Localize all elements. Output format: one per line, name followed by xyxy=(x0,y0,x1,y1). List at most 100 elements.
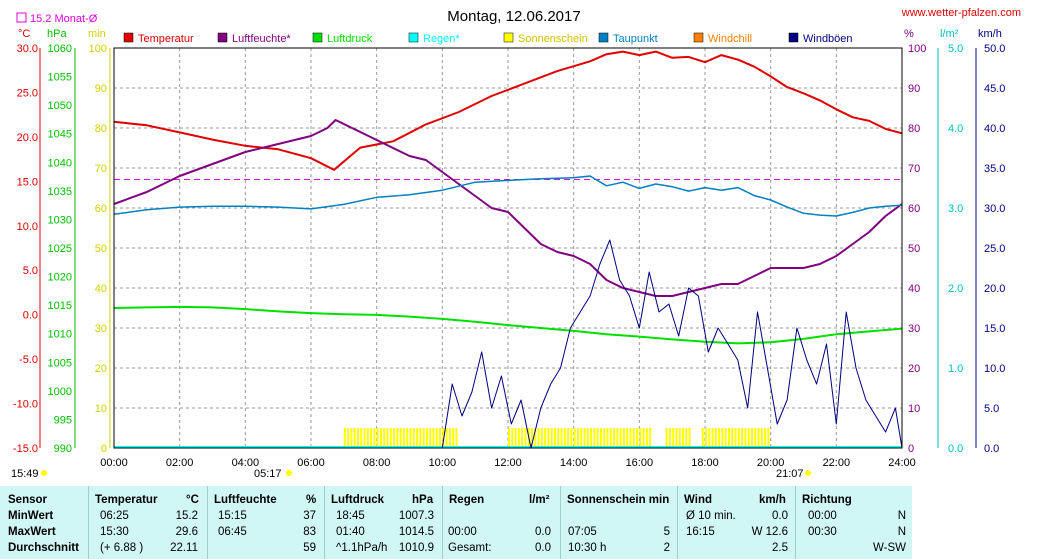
month-avg-marker-icon xyxy=(16,12,27,23)
website-label: www.wetter-pfalzen.com xyxy=(901,7,1021,19)
temp-tick-label: 20.0 xyxy=(17,132,38,144)
sunshine-bar xyxy=(586,428,589,448)
wind-tick-label: 50.0 xyxy=(984,43,1005,55)
sunshine-bar xyxy=(540,428,543,448)
sunshine-bar xyxy=(734,428,737,448)
sunshine-bar xyxy=(350,428,353,448)
sunshine-bar xyxy=(422,428,425,448)
stat-dir-time: 00:30 xyxy=(808,526,837,538)
sunshine-bar xyxy=(603,428,606,448)
sunshine-bar xyxy=(508,428,510,448)
sunshine-bar xyxy=(632,428,635,448)
sunshine-bar xyxy=(606,428,609,448)
series-line-temperatur xyxy=(113,50,903,171)
sunset-time: 21:07 xyxy=(776,468,804,480)
sunshine-bar xyxy=(622,428,625,448)
stat-hum-time: 15:15 xyxy=(218,510,247,522)
header-wind: Wind xyxy=(684,494,712,506)
sunshine-bar xyxy=(393,428,396,448)
percent-tick-label: 80 xyxy=(908,123,920,135)
sunshine-bar xyxy=(583,428,586,448)
sunshine-bar xyxy=(416,428,419,448)
legend-swatch xyxy=(598,32,609,43)
chart-background xyxy=(0,0,1058,486)
percent-tick-label: 70 xyxy=(908,163,920,175)
unit-percent: % xyxy=(904,28,914,40)
stat-wind-val: 2.5 xyxy=(772,542,788,554)
stat-wind-time: 16:15 xyxy=(686,526,715,538)
header-hum-unit: % xyxy=(306,494,317,506)
sunshine-bar xyxy=(619,428,622,448)
sunshine-bar xyxy=(452,428,455,448)
wind-tick-label: 15.0 xyxy=(984,323,1005,335)
sunshine-bar xyxy=(356,428,359,448)
pressure-tick-label: 1055 xyxy=(48,72,72,84)
temp-tick-label: 0.0 xyxy=(23,310,38,322)
sunshine-bar xyxy=(429,428,432,448)
temp-tick-label: 25.0 xyxy=(17,87,38,99)
rain-tick-label: 3.0 xyxy=(948,203,963,215)
sunshine-bar xyxy=(406,428,409,448)
unit-pressure: hPa xyxy=(47,28,67,40)
axes: 30.0 25.0 20.0 15.0 10.0 5.0 0.0 -5.0 -10.0 -15.0… xyxy=(13,43,1006,469)
pressure-tick-label: 1045 xyxy=(48,129,72,141)
wind-tick-label: 20.0 xyxy=(984,283,1005,295)
sunshine-bar xyxy=(366,428,369,448)
sunshine-bar xyxy=(343,428,346,448)
sunshine-bar xyxy=(517,428,520,448)
legend-swatch xyxy=(693,32,704,43)
sunshine-bar xyxy=(550,428,553,448)
sunshine-bar xyxy=(534,428,537,448)
legend-label: Windchill xyxy=(708,33,752,45)
sunshine-bar xyxy=(514,428,517,448)
sunshine-bar xyxy=(590,428,593,448)
stat-sun-time: 07:05 xyxy=(568,526,597,538)
stat-hum-val: 83 xyxy=(303,526,316,538)
sunshine-bar xyxy=(718,428,721,448)
sunshine-bar xyxy=(402,428,405,448)
temp-tick-label: 5.0 xyxy=(23,265,38,277)
sunshine-bar xyxy=(727,428,730,448)
x-tick-label: 18:00 xyxy=(691,457,719,469)
sunshine-bar xyxy=(609,428,612,448)
sunshine-bar xyxy=(767,428,770,448)
sunshine-bar xyxy=(626,428,629,448)
sunshine-bar xyxy=(347,428,350,448)
pressure-tick-label: 1060 xyxy=(48,43,72,55)
series-line-luftfeuchte xyxy=(113,119,903,297)
minutes-tick-label: 40 xyxy=(95,283,107,295)
wind-tick-label: 10.0 xyxy=(984,363,1005,375)
pressure-tick-label: 1005 xyxy=(48,357,72,369)
column-divider xyxy=(795,486,796,559)
sunshine-bar xyxy=(764,428,767,448)
sunshine-bar xyxy=(649,428,652,448)
temp-tick-label: -15.0 xyxy=(13,443,38,455)
sunshine-bar xyxy=(682,428,685,448)
stat-press-val: 1014.5 xyxy=(398,526,434,538)
stat-wind-time: Ø 10 min. xyxy=(686,510,736,522)
dawn-time: 15:49 xyxy=(11,468,39,480)
stat-label: MaxWert xyxy=(8,526,56,538)
sunrise-time: 05:17 xyxy=(254,468,282,480)
pressure-tick-label: 1050 xyxy=(48,100,72,112)
weather-chart: Montag, 12.06.2017 www.wetter-pfalzen.co… xyxy=(0,0,1058,486)
percent-tick-label: 50 xyxy=(908,243,920,255)
rain-tick-label: 0.0 xyxy=(948,443,963,455)
legend-swatch xyxy=(503,32,514,43)
sunshine-bar xyxy=(544,428,547,448)
x-tick-label: 08:00 xyxy=(363,457,391,469)
sunshine-bar xyxy=(363,428,366,448)
stat-rain-val: 0.0 xyxy=(535,526,551,538)
stat-temp-val: 22.11 xyxy=(170,542,198,554)
minutes-tick-label: 90 xyxy=(95,83,107,95)
sunshine-bar xyxy=(563,428,566,448)
legend-swatch xyxy=(217,32,228,43)
legend-label: Windböen xyxy=(803,33,853,45)
sunrise-sun-icon xyxy=(286,470,292,476)
sunshine-bar xyxy=(724,428,727,448)
sunshine-bar xyxy=(521,428,524,448)
sunshine-bar xyxy=(373,428,376,448)
sunshine-bar xyxy=(711,428,714,448)
sunshine-bar xyxy=(383,428,386,448)
column-divider xyxy=(88,486,89,559)
